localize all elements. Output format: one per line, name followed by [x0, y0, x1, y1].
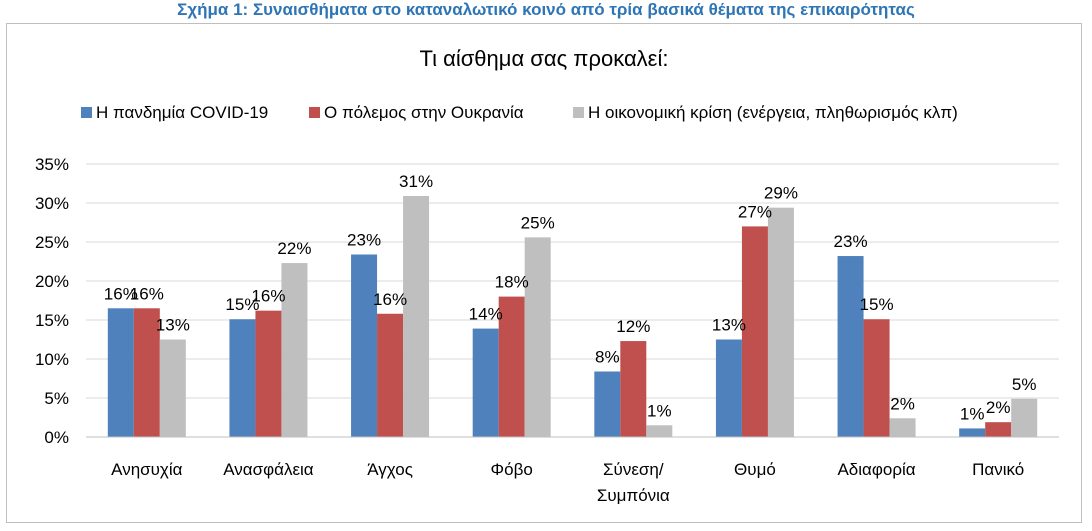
bar-series-3 [524, 237, 551, 437]
data-label: 25% [521, 213, 555, 232]
data-label: 1% [960, 404, 985, 423]
bar-series-1 [715, 339, 742, 437]
data-label: 13% [156, 316, 190, 335]
data-label: 18% [495, 273, 529, 292]
bar-series-2 [620, 341, 647, 437]
chart-frame: Τι αίσθημα σας προκαλεί: Η πανδημία COVI… [6, 23, 1082, 523]
data-labels: 16%16%13%15%16%22% 23%16%31%14%18%25%8%12… [104, 172, 1037, 423]
bar-series-3 [159, 339, 186, 437]
chart-title: Τι αίσθημα σας προκαλεί: [420, 46, 669, 71]
data-label: 27% [738, 202, 772, 221]
bar-series-2 [985, 422, 1012, 437]
x-tick-label: Συμπόνια [597, 486, 670, 505]
bar-series-1 [959, 428, 986, 437]
data-label: 14% [469, 305, 503, 324]
legend-swatch-1 [81, 107, 92, 118]
x-tick-label: Σύνεση/ [603, 460, 664, 479]
data-label: 16% [104, 284, 138, 303]
legend-swatch-2 [309, 107, 320, 118]
data-label: 16% [251, 287, 285, 306]
bar-chart: Τι αίσθημα σας προκαλεί: Η πανδημία COVI… [35, 46, 1059, 505]
data-label: 22% [277, 239, 311, 258]
data-label: 2% [890, 394, 915, 413]
y-tick-label: 5% [44, 389, 69, 408]
y-tick-label: 35% [35, 155, 69, 174]
data-label: 23% [347, 230, 381, 249]
data-label: 29% [764, 184, 798, 203]
data-label: 12% [616, 317, 650, 336]
data-label: 31% [399, 172, 433, 191]
data-label: 15% [860, 295, 894, 314]
data-label: 1% [647, 401, 672, 420]
bar-series-3 [403, 195, 430, 437]
bar-series-2 [863, 319, 890, 437]
bar-series-3 [646, 425, 673, 437]
bar-series-1 [351, 254, 378, 437]
data-label: 5% [1012, 375, 1037, 394]
bar-series-3 [281, 263, 308, 437]
data-label: 15% [225, 295, 259, 314]
legend-label-3: Η οικονομική κρίση (ενέργεια, πληθωρισμό… [588, 103, 958, 122]
bar-series-2 [741, 226, 768, 437]
data-label: 8% [595, 347, 620, 366]
data-label: 23% [834, 232, 868, 251]
x-axis: Ανησυχία Ανασφάλεια Άγχος Φόβο Σύνεση/Συμπόν… [86, 436, 1059, 505]
x-tick-label: Θυμό [734, 460, 776, 479]
chart-legend: Η πανδημία COVID-19 Ο πόλεμος στην Ουκραν… [81, 103, 958, 122]
chart-bars [107, 195, 1038, 437]
bar-series-1 [837, 256, 864, 437]
x-tick-label: Ανησυχία [111, 460, 182, 479]
y-tick-label: 20% [35, 272, 69, 291]
legend-label-1: Η πανδημία COVID-19 [96, 103, 268, 122]
bar-series-3 [1011, 398, 1038, 437]
bar-series-3 [889, 418, 916, 437]
y-tick-label: 15% [35, 311, 69, 330]
bar-series-1 [594, 371, 621, 437]
bar-series-1 [107, 308, 134, 437]
y-tick-label: 0% [44, 428, 69, 447]
y-tick-label: 30% [35, 194, 69, 213]
y-axis: 0% 5% 10% 15% 20% 25% 30% 35% [35, 155, 69, 447]
x-tick-label: Πανικό [972, 460, 1024, 479]
data-label: 2% [986, 398, 1011, 417]
data-label: 16% [373, 290, 407, 309]
x-tick-label: Αδιαφορία [837, 460, 915, 479]
y-tick-label: 25% [35, 233, 69, 252]
bar-series-3 [767, 207, 794, 437]
bar-series-1 [472, 328, 499, 437]
figure-caption: Σχήμα 1: Συναισθήματα στο καταναλωτικό κ… [177, 0, 915, 19]
data-label: 13% [712, 316, 746, 335]
bar-series-2 [255, 310, 282, 437]
bar-series-2 [498, 296, 525, 437]
y-tick-label: 10% [35, 350, 69, 369]
bar-series-1 [229, 319, 256, 437]
bar-series-2 [377, 313, 404, 437]
x-tick-label: Ανασφάλεια [223, 460, 314, 479]
x-tick-label: Φόβο [491, 460, 533, 479]
data-label: 16% [130, 284, 164, 303]
bar-series-2 [133, 308, 160, 437]
x-tick-label: Άγχος [367, 460, 413, 479]
legend-label-2: Ο πόλεμος στην Ουκρανία [324, 103, 524, 122]
legend-swatch-3 [573, 107, 584, 118]
